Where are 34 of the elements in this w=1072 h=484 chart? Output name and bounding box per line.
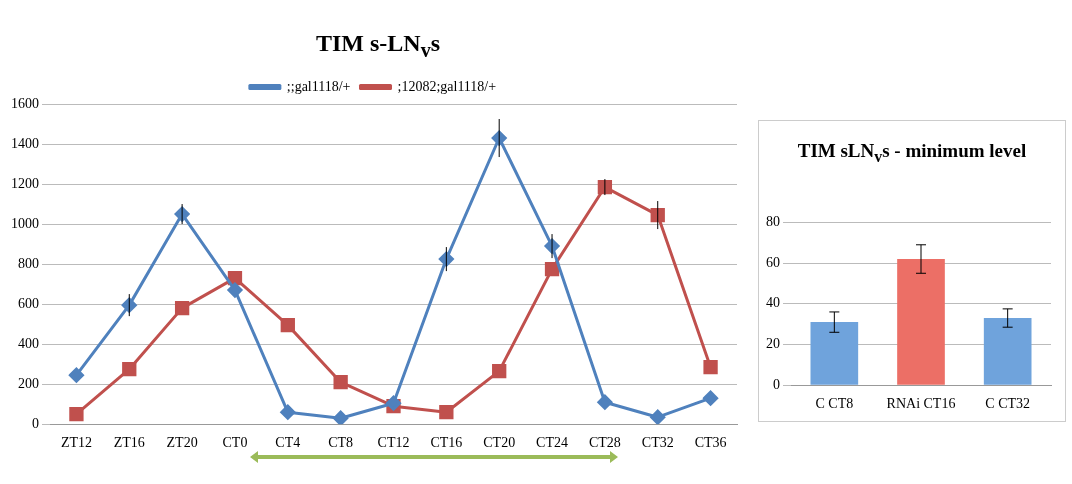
x-tick-label: CT16: [430, 435, 463, 451]
x-tick-label: ZT20: [166, 435, 198, 451]
x-tick-label: CT8: [328, 435, 354, 451]
y-tick-label: 200: [18, 375, 39, 391]
y-tick-label: 1600: [11, 95, 39, 111]
x-tick-label: CT12: [377, 435, 410, 451]
x-tick-label: CT28: [588, 435, 621, 451]
y-tick-label: 1400: [11, 135, 39, 151]
x-tick-label: CT0: [222, 435, 248, 451]
legend-label: ;12082;gal1118/+: [397, 78, 497, 94]
y-tick-label: 1000: [11, 215, 39, 231]
x-tick-label: ZT12: [60, 435, 92, 451]
y-tick-label: 40: [766, 295, 780, 311]
x-tick-label: ZT16: [113, 435, 145, 451]
x-tick-label: CT32: [641, 435, 674, 451]
y-tick-label: 1200: [11, 175, 39, 191]
y-tick-label: 80: [766, 214, 780, 230]
y-tick-label: 20: [766, 336, 780, 352]
x-tick-label: RNAi CT16: [886, 396, 956, 412]
x-tick-label: CT20: [483, 435, 516, 451]
chart-title: TIM s-LN$_{v}$s: [315, 30, 441, 62]
y-tick-label: 0: [773, 376, 780, 392]
chart-title: TIM sLN$_{v}$s - minimum level: [796, 139, 1028, 167]
y-tick-label: 0: [32, 415, 39, 431]
x-tick-label: CT4: [275, 435, 301, 451]
y-tick-label: 400: [18, 335, 39, 351]
y-tick-label: 60: [766, 254, 780, 270]
x-tick-label: C CT32: [985, 396, 1031, 412]
x-tick-label: CT24: [536, 435, 568, 451]
y-tick-label: 600: [18, 295, 39, 311]
legend-label: ;;gal1118/+: [286, 78, 351, 94]
y-tick-label: 800: [18, 255, 39, 271]
x-tick-label: CT36: [694, 435, 727, 451]
x-tick-label: C CT8: [815, 396, 854, 412]
